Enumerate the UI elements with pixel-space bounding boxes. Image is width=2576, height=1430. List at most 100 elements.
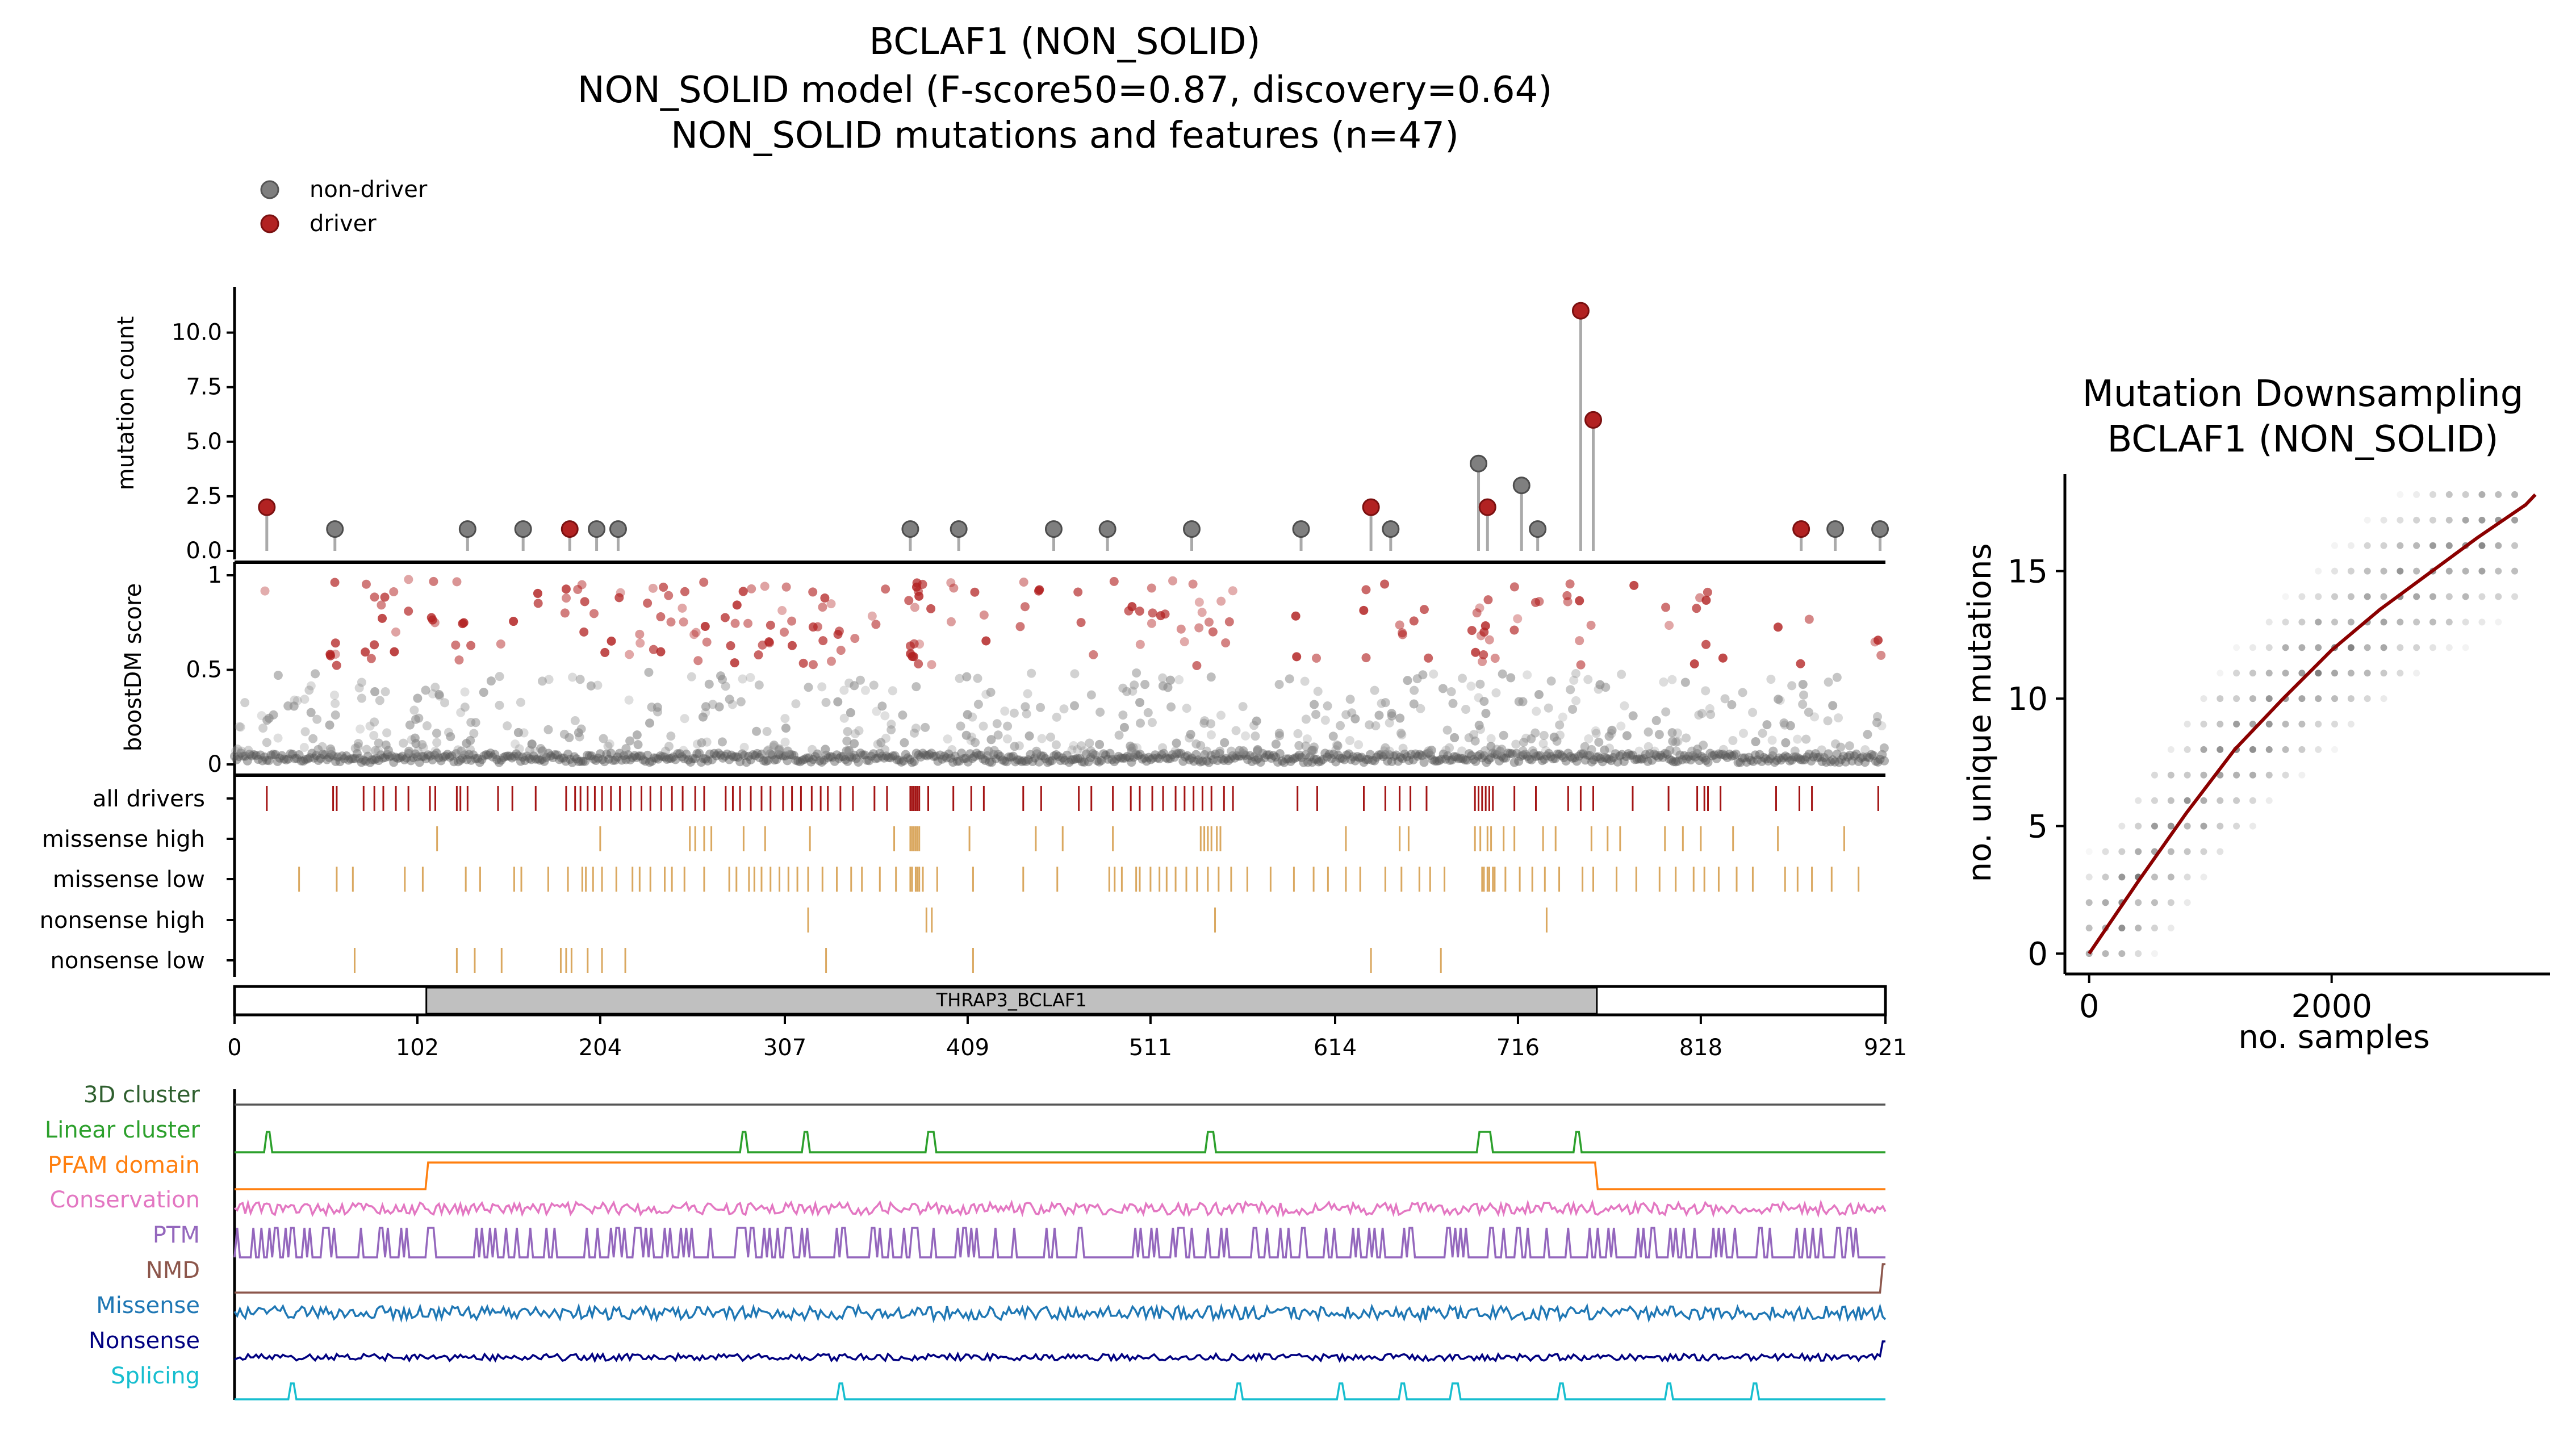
boostdm-point	[326, 744, 336, 754]
downsampling-point	[2364, 516, 2371, 524]
boostdm-point	[294, 750, 304, 760]
boostdm-point	[538, 676, 547, 686]
boostdm-driver-point	[614, 593, 624, 603]
boostdm-point	[1359, 758, 1369, 767]
boostdm-point	[1604, 731, 1614, 741]
boostdm-driver-point	[600, 647, 610, 657]
boostdm-point	[333, 752, 342, 762]
downsampling-point	[2265, 771, 2273, 779]
boostdm-point	[1085, 738, 1094, 748]
boostdm-point	[1262, 750, 1272, 760]
boostdm-point	[1340, 755, 1349, 764]
boostdm-driver-point	[1197, 608, 1207, 617]
boostdm-point	[922, 751, 932, 760]
boostdm-point	[511, 739, 520, 749]
boostdm-point	[744, 751, 754, 761]
boostdm-driver-point	[970, 587, 980, 597]
boostdm-point	[714, 702, 724, 712]
main-title: BCLAF1 (NON_SOLID) NON_SOLID model (F-sc…	[578, 21, 1553, 157]
boostdm-point	[512, 749, 521, 759]
boostdm-point	[1383, 756, 1392, 766]
boostdm-point	[395, 753, 405, 763]
downsampling-point	[2331, 593, 2339, 600]
boostdm-point	[854, 726, 864, 735]
boostdm-point	[1023, 689, 1032, 699]
boostdm-point	[1445, 743, 1454, 752]
boostdm-point	[389, 758, 399, 767]
boostdm-point	[965, 749, 975, 759]
boostdm-point	[1118, 683, 1128, 693]
boostdm-point	[1608, 752, 1618, 762]
boostdm-point	[1499, 753, 1508, 763]
count-ytick-label: 0.0	[186, 538, 222, 564]
boostdm-point	[1839, 751, 1849, 761]
boostdm-point	[306, 708, 316, 717]
boostdm-point	[1465, 749, 1474, 759]
boostdm-point	[411, 739, 421, 749]
boostdm-point	[653, 703, 662, 712]
cons-row-label: nonsense high	[40, 908, 205, 934]
boostdm-point	[1009, 751, 1018, 761]
downsampling-point	[2413, 567, 2420, 575]
downsampling-point	[2397, 618, 2404, 626]
boostdm-point	[752, 749, 762, 758]
title-line-1: BCLAF1 (NON_SOLID)	[869, 21, 1260, 63]
boostdm-driver-point	[1224, 617, 1234, 626]
boostdm-point	[599, 734, 608, 743]
boostdm-point	[1860, 745, 1870, 755]
boostdm-point	[762, 727, 772, 737]
boostdm-point	[383, 746, 393, 755]
downsampling-point	[2233, 797, 2240, 804]
boostdm-point	[621, 755, 631, 764]
boostdm-driver-point	[533, 588, 542, 598]
boostdm-point	[522, 751, 532, 761]
downsampling-point	[2445, 491, 2453, 498]
boostdm-point	[1070, 669, 1080, 679]
boostdm-driver-point	[589, 609, 599, 618]
boostdm-point	[948, 758, 958, 767]
boostdm-driver-point	[361, 579, 371, 589]
boostdm-point	[1644, 742, 1653, 751]
boostdm-point	[1649, 749, 1659, 759]
downsampling-point	[2347, 670, 2355, 677]
boostdm-point	[1837, 755, 1846, 764]
boostdm-point	[1600, 745, 1609, 755]
boostdm-point	[458, 754, 467, 763]
boostdm-point	[1037, 734, 1047, 743]
boostdm-point	[1561, 756, 1571, 766]
boostdm-point	[955, 756, 964, 766]
boostdm-point	[357, 693, 366, 703]
boostdm-point	[875, 749, 885, 758]
boostdm-point	[1251, 731, 1260, 741]
boostdm-driver-point	[1870, 637, 1880, 647]
boostdm-point	[738, 674, 747, 684]
boostdm-point	[441, 751, 450, 761]
boostdm-point	[1274, 680, 1284, 689]
boostdm-driver-point	[739, 587, 748, 596]
boostdm-point	[591, 756, 601, 766]
downsampling-title-1: Mutation Downsampling	[2082, 373, 2524, 415]
downsampling-point	[2511, 491, 2519, 498]
boostdm-point	[455, 755, 465, 765]
boostdm-point	[1252, 755, 1261, 765]
boostdm-point	[486, 676, 496, 686]
boostdm-point	[242, 756, 252, 766]
boostdm-driver-point	[1176, 624, 1186, 634]
boostdm-point	[374, 738, 383, 748]
boostdm-point	[1667, 755, 1676, 765]
boostdm-driver-point	[1135, 607, 1144, 616]
boostdm-point	[695, 749, 704, 758]
boostdm-point	[244, 746, 253, 755]
boostdm-point	[1148, 753, 1158, 763]
boostdm-point	[1699, 753, 1708, 763]
boostdm-point	[783, 746, 792, 756]
boostdm-point	[901, 750, 910, 759]
boostdm-point	[935, 750, 945, 760]
boostdm-point	[888, 686, 897, 696]
boostdm-point	[806, 757, 816, 767]
boostdm-point	[1442, 725, 1452, 735]
boostdm-driver-point	[946, 617, 956, 626]
boostdm-point	[1058, 753, 1068, 763]
boostdm-point	[1116, 753, 1126, 763]
boostdm-point	[501, 751, 511, 761]
